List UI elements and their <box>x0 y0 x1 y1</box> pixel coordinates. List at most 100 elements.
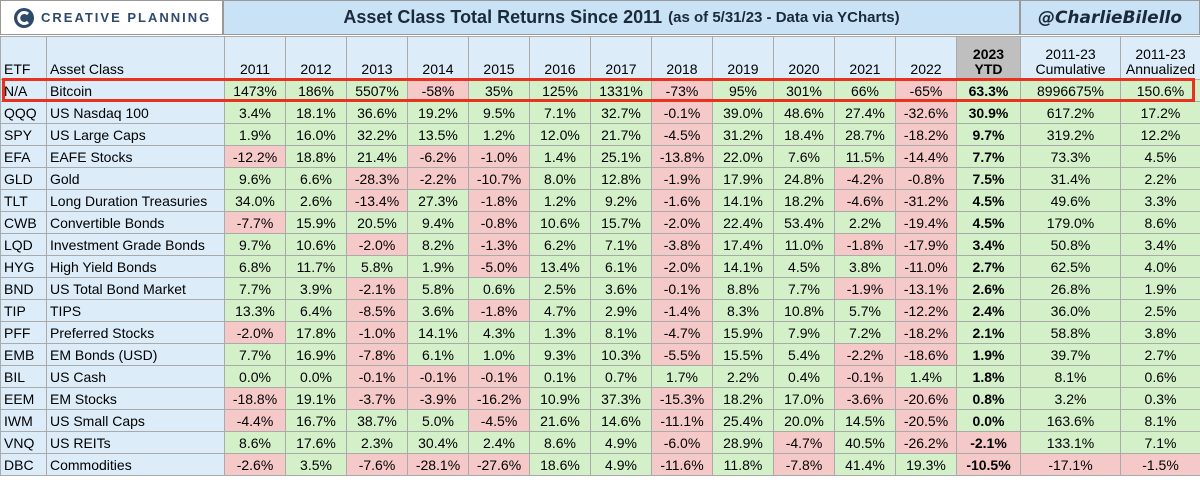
asset-class-cell: Bitcoin <box>46 79 225 102</box>
return-cell: 30.4% <box>407 431 469 454</box>
return-cell: 7.1% <box>590 233 652 256</box>
return-cell: 9.5% <box>468 101 530 124</box>
return-cell: 50.8% <box>1020 233 1121 256</box>
return-cell: 34.0% <box>224 189 286 212</box>
return-cell: -4.6% <box>834 189 896 212</box>
return-cell: -12.2% <box>895 299 957 322</box>
table-row: TLT Long Duration Treasuries 34.0% 2.6% -13.… <box>0 189 1200 212</box>
return-cell: 18.2% <box>712 387 774 410</box>
return-cell: 36.6% <box>346 101 408 124</box>
asset-class-cell: TIPS <box>46 299 225 322</box>
return-cell: -28.1% <box>407 453 469 476</box>
asset-class-cell: EAFE Stocks <box>46 145 225 168</box>
return-cell: -28.3% <box>346 167 408 190</box>
return-cell: -17.9% <box>895 233 957 256</box>
return-cell: -2.0% <box>651 255 713 278</box>
return-cell: 6.1% <box>590 255 652 278</box>
return-cell: -18.8% <box>224 387 286 410</box>
return-cell: 2.4% <box>468 431 530 454</box>
column-header: 2013 <box>346 36 408 80</box>
return-cell: 2.5% <box>1120 299 1200 322</box>
return-cell: 18.2% <box>773 189 835 212</box>
return-cell: -20.6% <box>895 387 957 410</box>
return-cell: 27.3% <box>407 189 469 212</box>
return-cell: 27.4% <box>834 101 896 124</box>
return-cell: 7.1% <box>1120 431 1200 454</box>
return-cell: 9.7% <box>224 233 286 256</box>
asset-class-cell: High Yield Bonds <box>46 255 225 278</box>
return-cell: 17.8% <box>285 321 347 344</box>
return-cell: 163.6% <box>1020 409 1121 432</box>
return-cell: -5.5% <box>651 343 713 366</box>
asset-class-cell: Long Duration Treasuries <box>46 189 225 212</box>
return-cell: 8.1% <box>590 321 652 344</box>
return-cell: 18.1% <box>285 101 347 124</box>
return-cell: 301% <box>773 79 835 102</box>
return-cell: -13.1% <box>895 277 957 300</box>
column-header: 2023 YTD <box>956 36 1021 80</box>
return-cell: 2.7% <box>956 255 1021 278</box>
return-cell: -2.1% <box>346 277 408 300</box>
return-cell: -5.0% <box>468 255 530 278</box>
return-cell: 39.0% <box>712 101 774 124</box>
return-cell: 21.6% <box>529 409 591 432</box>
column-header: 2019 <box>712 36 774 80</box>
return-cell: 3.4% <box>1120 233 1200 256</box>
return-cell: 9.4% <box>407 211 469 234</box>
return-cell: 11.0% <box>773 233 835 256</box>
table-row: GLD Gold 9.6% 6.6% -28.3% -2.2% -10.7% 8.0% 12.8… <box>0 167 1200 190</box>
return-cell: -32.6% <box>895 101 957 124</box>
return-cell: 14.6% <box>590 409 652 432</box>
return-cell: 14.1% <box>712 255 774 278</box>
return-cell: 1.9% <box>224 123 286 146</box>
return-cell: -18.6% <box>895 343 957 366</box>
return-cell: -0.8% <box>468 211 530 234</box>
column-header: 2011-23 Annualized <box>1120 36 1200 80</box>
return-cell: 22.0% <box>712 145 774 168</box>
return-cell: 7.7% <box>224 343 286 366</box>
etf-cell: TIP <box>0 299 47 322</box>
return-cell: 7.7% <box>956 145 1021 168</box>
return-cell: 21.7% <box>590 123 652 146</box>
asset-class-cell: EM Bonds (USD) <box>46 343 225 366</box>
return-cell: -27.6% <box>468 453 530 476</box>
return-cell: 95% <box>712 79 774 102</box>
return-cell: 8.1% <box>1120 409 1200 432</box>
return-cell: 8.3% <box>712 299 774 322</box>
column-header: 2021 <box>834 36 896 80</box>
return-cell: -3.9% <box>407 387 469 410</box>
return-cell: 8.1% <box>1020 365 1121 388</box>
return-cell: 4.9% <box>590 453 652 476</box>
etf-cell: GLD <box>0 167 47 190</box>
return-cell: 14.5% <box>834 409 896 432</box>
return-cell: -0.1% <box>651 101 713 124</box>
return-cell: 15.7% <box>590 211 652 234</box>
return-cell: 49.6% <box>1020 189 1121 212</box>
column-header: 2011 <box>224 36 286 80</box>
return-cell: 19.2% <box>407 101 469 124</box>
return-cell: 11.8% <box>712 453 774 476</box>
return-cell: 11.7% <box>285 255 347 278</box>
return-cell: 2.2% <box>712 365 774 388</box>
return-cell: -1.0% <box>346 321 408 344</box>
return-cell: 2.9% <box>590 299 652 322</box>
return-cell: 1.9% <box>407 255 469 278</box>
column-header: 2020 <box>773 36 835 80</box>
return-cell: -65% <box>895 79 957 102</box>
return-cell: -58% <box>407 79 469 102</box>
return-cell: 2.4% <box>956 299 1021 322</box>
return-cell: -13.4% <box>346 189 408 212</box>
column-header: ETF <box>0 36 47 80</box>
return-cell: 12.8% <box>590 167 652 190</box>
return-cell: -0.8% <box>895 167 957 190</box>
return-cell: -15.3% <box>651 387 713 410</box>
return-cell: 1473% <box>224 79 286 102</box>
return-cell: 1.4% <box>895 365 957 388</box>
return-cell: 179.0% <box>1020 211 1121 234</box>
return-cell: 5507% <box>346 79 408 102</box>
return-cell: 1.2% <box>468 123 530 146</box>
return-cell: 150.6% <box>1120 79 1200 102</box>
table-row: BND US Total Bond Market 7.7% 3.9% -2.1% 5.8%… <box>0 277 1200 300</box>
return-cell: 0.4% <box>773 365 835 388</box>
table-row: BIL US Cash 0.0% 0.0% -0.1% -0.1% -0.1% 0.1% 0.7… <box>0 365 1200 388</box>
